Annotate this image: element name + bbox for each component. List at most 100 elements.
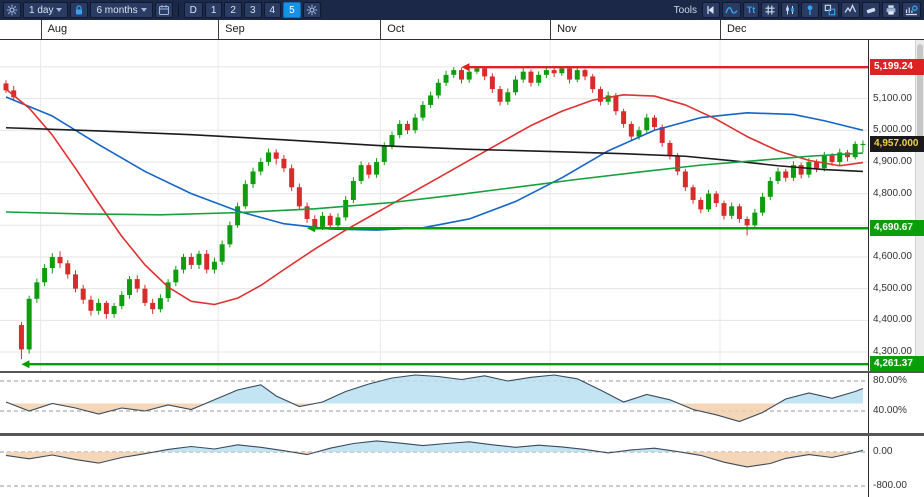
interval-label: 3 (249, 4, 256, 16)
panel-divider[interactable] (0, 433, 924, 436)
month-tick (550, 20, 552, 39)
price-tick-label: 5,100.00 (873, 92, 912, 104)
candle-down (667, 142, 673, 156)
price-tick-label: 4,600.00 (873, 250, 912, 262)
month-label: Dec (726, 23, 747, 35)
candle-up (343, 199, 349, 218)
candle-up (374, 161, 380, 175)
interval-button-4[interactable]: 4 (263, 2, 282, 18)
collapse-tools-button[interactable] (702, 2, 720, 18)
price-chart[interactable] (0, 40, 868, 371)
candle-down (18, 325, 24, 350)
ma-red (5, 88, 864, 306)
toolbar: 1 day 6 months D 1 2 3 4 5 Tools (0, 0, 924, 20)
candle-up (211, 261, 217, 270)
candle-up (505, 92, 511, 102)
candle-up (358, 165, 364, 181)
candle-down (312, 218, 318, 227)
candle-down (621, 111, 627, 124)
candle-up (242, 184, 248, 207)
panel-tick-label: -800.00 (873, 480, 907, 491)
level-arrow-icon (21, 360, 30, 369)
printer-icon (885, 4, 897, 16)
curve-tool-button[interactable] (722, 2, 741, 18)
candle-down (296, 187, 302, 207)
chart-settings-button[interactable] (3, 2, 21, 18)
candle-down (150, 302, 156, 310)
candle-down (597, 89, 603, 102)
indicator-button[interactable] (841, 2, 860, 18)
calendar-button[interactable] (154, 2, 173, 18)
interval-label: D (189, 4, 197, 16)
candle-down (88, 299, 94, 311)
candlestick-tool-button[interactable] (781, 2, 799, 18)
candle-up (196, 253, 202, 265)
interval-button-1[interactable]: 1 (204, 2, 223, 18)
price-badge: 4,690.67 (870, 220, 924, 237)
interval-button-3[interactable]: 3 (243, 2, 262, 18)
candle-down (458, 70, 464, 80)
candle-up (852, 143, 858, 158)
candle-down (188, 256, 194, 265)
print-button[interactable] (882, 2, 900, 18)
interval-button-5[interactable]: 5 (283, 2, 301, 18)
lock-icon (73, 4, 85, 16)
eraser-button[interactable] (862, 2, 880, 18)
lock-button[interactable] (70, 2, 89, 18)
pin-tool-button[interactable] (801, 2, 819, 18)
interval-settings-button[interactable] (302, 2, 321, 18)
momentum-chart[interactable] (0, 436, 868, 497)
period-dropdown[interactable]: 1 day (23, 2, 69, 18)
range-dropdown[interactable]: 6 months (90, 2, 153, 18)
price-tick-label: 4,800.00 (873, 187, 912, 199)
candle-up (636, 130, 642, 137)
candle-down (690, 187, 696, 200)
chart-preferences-button[interactable] (902, 2, 921, 18)
candle-down (713, 193, 719, 204)
candle-up (474, 68, 480, 72)
candle-up (42, 268, 48, 283)
panel-divider[interactable] (0, 371, 924, 373)
candle-up (265, 152, 271, 162)
candlestick-chart[interactable] (0, 40, 868, 371)
grid-tool-button[interactable] (761, 2, 779, 18)
gear-icon (6, 4, 18, 16)
time-axis[interactable]: Aug Sep Oct Nov Dec (0, 20, 924, 40)
candle-down (551, 70, 557, 74)
stochastic-chart[interactable] (0, 373, 868, 433)
price-axis[interactable]: 5,100.00 5,000.00 4,900.00 4,800.00 4,600.00… (868, 40, 924, 497)
candle-down (281, 158, 287, 169)
candle-up (219, 244, 225, 262)
candle-up (173, 269, 179, 283)
scrollbar-thumb[interactable] (917, 44, 923, 140)
stochastic-panel[interactable] (0, 373, 868, 433)
indicator-icon (844, 4, 857, 16)
month-label: Oct (387, 23, 405, 35)
candle-down (613, 95, 619, 112)
text-tool-button[interactable]: Tt (743, 2, 759, 18)
candle-down (590, 76, 596, 90)
candle-up (119, 294, 125, 307)
price-badge: 4,957.000 (870, 135, 924, 152)
price-tick-label: 4,500.00 (873, 282, 912, 294)
candle-up (235, 206, 241, 226)
candle-down (798, 165, 804, 175)
layout-windows-button[interactable] (821, 2, 839, 18)
candle-up (837, 152, 843, 162)
indicator-line (5, 440, 864, 468)
price-tick-label: 4,300.00 (873, 345, 912, 357)
interval-button-D[interactable]: D (183, 2, 203, 18)
candle-up (752, 212, 758, 226)
candle-down (482, 68, 488, 77)
candle-down (273, 152, 279, 159)
candle-down (366, 165, 372, 175)
momentum-panel[interactable] (0, 436, 868, 497)
candle-up (760, 196, 766, 213)
vertical-scrollbar[interactable] (915, 40, 924, 371)
interval-button-2[interactable]: 2 (224, 2, 242, 18)
candle-up (165, 282, 171, 299)
calendar-icon (158, 4, 170, 16)
panel-tick-label: 80.00% (873, 375, 907, 386)
panel-tick-label: 40.00% (873, 405, 907, 416)
candle-down (304, 206, 310, 219)
